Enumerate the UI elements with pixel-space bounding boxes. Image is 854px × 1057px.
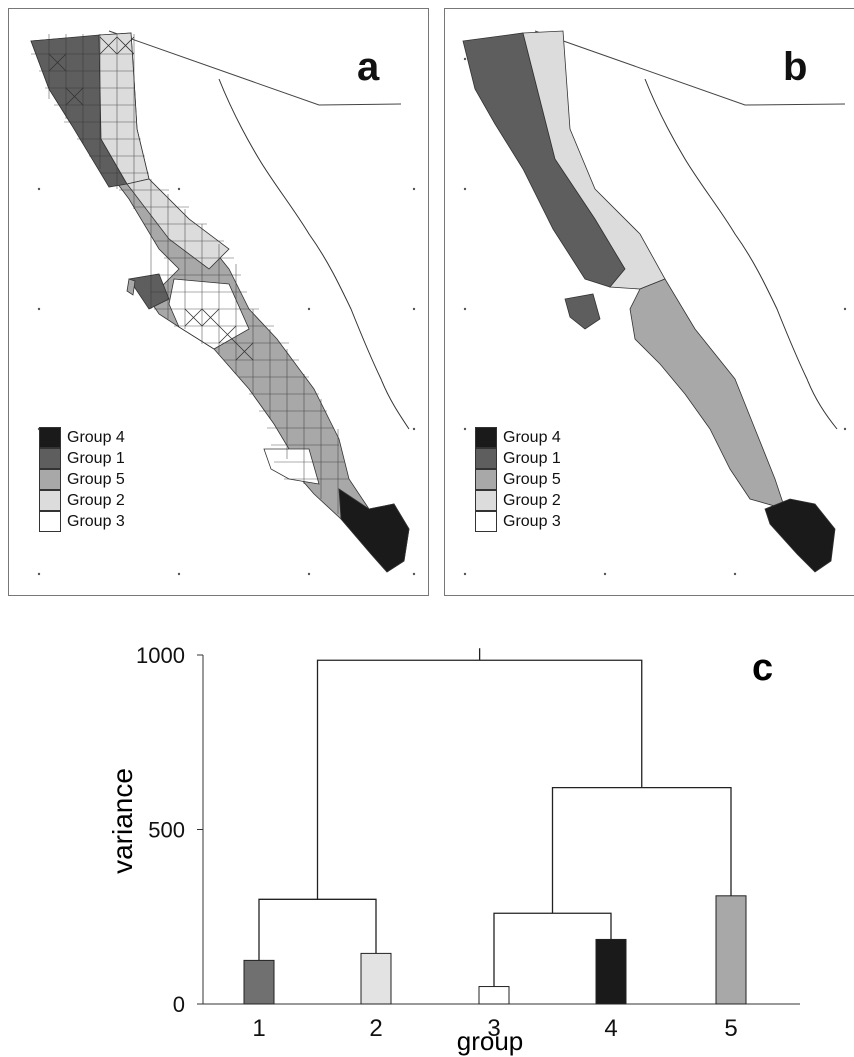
bar bbox=[360, 952, 392, 1005]
legend-item: Group 5 bbox=[39, 469, 125, 490]
dendrogram-link bbox=[493, 912, 612, 987]
legend-item: Group 3 bbox=[39, 511, 125, 532]
region-group-1-island bbox=[564, 293, 601, 330]
legend-item: Group 4 bbox=[475, 427, 561, 448]
legend-label: Group 1 bbox=[503, 449, 561, 467]
y-ticks: 0 500 1000 bbox=[136, 643, 203, 1017]
map-panel-a: a Group 4 Group 1 Group 5 Group 2 Group … bbox=[8, 8, 429, 596]
bar bbox=[478, 986, 510, 1005]
legend-swatch bbox=[475, 448, 497, 469]
legend-label: Group 2 bbox=[67, 491, 125, 509]
crossed-cells bbox=[48, 36, 254, 361]
graticule-dots bbox=[463, 57, 847, 576]
dendrogram-chart: 0 500 1000 1 2 3 4 5 variance group c bbox=[107, 643, 800, 1056]
panel-letter-a: a bbox=[357, 45, 380, 89]
y-tick-label: 500 bbox=[148, 818, 185, 843]
legend-label: Group 4 bbox=[503, 428, 561, 446]
x-tick-label: 1 bbox=[252, 1015, 265, 1042]
bar bbox=[595, 938, 627, 1005]
x-tick-label: 2 bbox=[369, 1015, 382, 1042]
legend-swatch bbox=[39, 511, 61, 532]
x-tick-label: 3 bbox=[487, 1015, 500, 1042]
grid-lines bbox=[31, 34, 349, 514]
region-group-4 bbox=[764, 498, 836, 573]
legend-swatch bbox=[475, 511, 497, 532]
panel-letter-c: c bbox=[752, 647, 773, 689]
legend-swatch bbox=[39, 427, 61, 448]
legend-item: Group 3 bbox=[475, 511, 561, 532]
legend-label: Group 3 bbox=[67, 512, 125, 530]
legend-item: Group 4 bbox=[39, 427, 125, 448]
y-axis-label: variance bbox=[107, 768, 138, 874]
legend-swatch bbox=[39, 448, 61, 469]
bars bbox=[243, 895, 747, 1005]
x-tick-labels: 1 2 3 4 5 bbox=[252, 1015, 737, 1042]
dendrogram-link bbox=[258, 898, 377, 961]
legend-b: Group 4 Group 1 Group 5 Group 2 Group 3 bbox=[475, 427, 561, 532]
legend-a: Group 4 Group 1 Group 5 Group 2 Group 3 bbox=[39, 427, 125, 532]
bar bbox=[715, 895, 747, 1005]
y-tick-label: 0 bbox=[173, 992, 185, 1017]
legend-item: Group 5 bbox=[475, 469, 561, 490]
map-a-svg bbox=[30, 30, 416, 576]
mainland-coast bbox=[644, 78, 838, 430]
x-tick-label: 5 bbox=[724, 1015, 737, 1042]
legend-item: Group 1 bbox=[39, 448, 125, 469]
region-group-5 bbox=[629, 278, 786, 510]
dendrogram-links bbox=[258, 648, 732, 987]
border-line bbox=[534, 30, 846, 106]
legend-label: Group 4 bbox=[67, 428, 125, 446]
mainland-coast bbox=[218, 78, 410, 430]
legend-label: Group 2 bbox=[503, 491, 561, 509]
legend-item: Group 1 bbox=[475, 448, 561, 469]
dendrogram-link bbox=[551, 786, 732, 914]
legend-item: Group 2 bbox=[475, 490, 561, 511]
y-tick-label: 1000 bbox=[136, 643, 185, 668]
legend-swatch bbox=[39, 490, 61, 511]
island bbox=[126, 278, 136, 296]
legend-swatch bbox=[475, 490, 497, 511]
legend-label: Group 5 bbox=[67, 470, 125, 488]
map-b-svg bbox=[462, 30, 847, 576]
bar bbox=[243, 959, 275, 1005]
peninsula-grid bbox=[30, 32, 410, 573]
x-tick-label: 4 bbox=[604, 1015, 617, 1042]
legend-swatch bbox=[39, 469, 61, 490]
panel-letter-b: b bbox=[783, 45, 808, 89]
legend-label: Group 1 bbox=[67, 449, 125, 467]
legend-swatch bbox=[475, 469, 497, 490]
legend-item: Group 2 bbox=[39, 490, 125, 511]
map-panel-b: b Group 4 Group 1 Group 5 Group 2 Group … bbox=[444, 8, 854, 596]
x-axis-label: group bbox=[457, 1026, 524, 1056]
legend-swatch bbox=[475, 427, 497, 448]
legend-label: Group 5 bbox=[503, 470, 561, 488]
dendrogram-link bbox=[316, 659, 643, 900]
legend-label: Group 3 bbox=[503, 512, 561, 530]
border-line bbox=[108, 30, 402, 106]
